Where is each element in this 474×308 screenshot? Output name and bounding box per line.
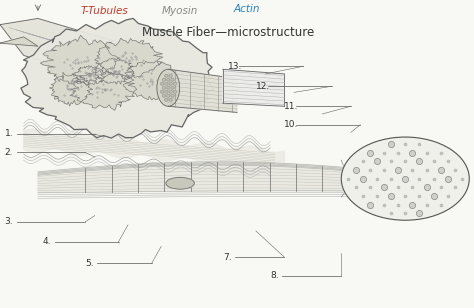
Text: 2.: 2.: [5, 148, 13, 157]
Ellipse shape: [171, 86, 174, 89]
Polygon shape: [70, 70, 137, 110]
Polygon shape: [49, 72, 92, 106]
Text: 11.: 11.: [284, 102, 299, 111]
Text: Actin: Actin: [233, 4, 260, 14]
Ellipse shape: [160, 82, 164, 85]
Circle shape: [341, 137, 469, 220]
Text: T-Tubules: T-Tubules: [81, 6, 128, 16]
Polygon shape: [223, 69, 284, 106]
Ellipse shape: [171, 94, 174, 97]
Text: 4.: 4.: [43, 237, 51, 246]
Text: 8.: 8.: [270, 271, 279, 280]
Polygon shape: [93, 58, 135, 84]
Ellipse shape: [165, 82, 168, 85]
Ellipse shape: [169, 91, 172, 93]
Ellipse shape: [169, 74, 172, 77]
Ellipse shape: [169, 99, 172, 101]
Text: Muscle Fiber—microstructure: Muscle Fiber—microstructure: [142, 26, 314, 39]
Text: 13.: 13.: [228, 62, 242, 71]
Text: 12.: 12.: [256, 82, 270, 91]
Text: Myosin: Myosin: [162, 6, 198, 16]
Ellipse shape: [162, 78, 165, 81]
Ellipse shape: [165, 74, 168, 77]
Ellipse shape: [166, 177, 194, 189]
Polygon shape: [72, 66, 106, 85]
Ellipse shape: [162, 86, 165, 89]
Ellipse shape: [165, 99, 168, 101]
Ellipse shape: [171, 78, 174, 81]
Ellipse shape: [173, 82, 176, 85]
Polygon shape: [0, 37, 38, 46]
Ellipse shape: [160, 91, 164, 93]
Polygon shape: [38, 162, 346, 193]
Ellipse shape: [162, 94, 165, 97]
Ellipse shape: [166, 86, 170, 89]
Polygon shape: [0, 18, 142, 74]
Ellipse shape: [166, 78, 170, 81]
Polygon shape: [21, 18, 214, 138]
Ellipse shape: [157, 69, 180, 106]
Text: 1.: 1.: [5, 129, 13, 139]
Ellipse shape: [173, 91, 176, 93]
Polygon shape: [123, 61, 180, 100]
Polygon shape: [40, 35, 120, 85]
Text: 5.: 5.: [85, 259, 94, 268]
Polygon shape: [24, 129, 284, 167]
Text: 0: 0: [36, 0, 40, 2]
Text: 7.: 7.: [223, 253, 231, 262]
Polygon shape: [94, 38, 163, 79]
Text: 10.: 10.: [284, 120, 299, 129]
Polygon shape: [168, 69, 237, 112]
Text: 3.: 3.: [5, 217, 13, 226]
Ellipse shape: [169, 82, 172, 85]
Ellipse shape: [165, 91, 168, 93]
Ellipse shape: [166, 94, 170, 97]
